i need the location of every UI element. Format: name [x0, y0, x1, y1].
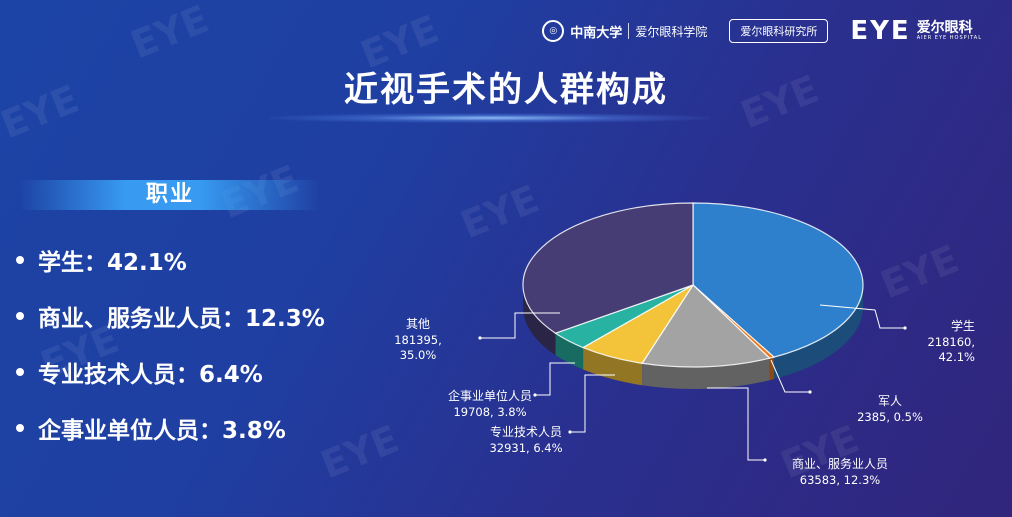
- brand-english-name: AIER EYE HOSPITAL: [916, 34, 982, 41]
- category-highlight-bar: [20, 180, 320, 210]
- watermark: EYE: [124, 0, 215, 68]
- leader-dot: [533, 393, 537, 397]
- leader-dot: [763, 458, 767, 462]
- bullet-list: 学生：42.1% 商业、服务业人员：12.3% 专业技术人员：6.4% 企事业单…: [16, 232, 325, 456]
- leader-dot: [903, 326, 907, 330]
- pie-side-企事业单位人员: [555, 333, 584, 370]
- bullet-text: 学生：42.1%: [38, 250, 187, 276]
- logo-divider: [628, 23, 630, 39]
- institute-badge: 爱尔眼科研究所: [729, 19, 829, 43]
- bullet-text: 企事业单位人员：3.8%: [38, 418, 286, 444]
- leader-dot: [568, 430, 572, 434]
- slice-label-name: 专业技术人员: [490, 424, 562, 439]
- leader-line: [770, 359, 810, 393]
- slice-label-value: 32931, 6.4%: [489, 441, 562, 455]
- slice-label-name: 商业、服务业人员: [792, 456, 888, 471]
- pie-slice-商业、服务业人员: [641, 284, 771, 368]
- leader-line: [570, 374, 615, 433]
- slice-label-value: 19708, 3.8%: [453, 405, 526, 419]
- leader-line: [535, 362, 575, 396]
- slice-label-name: 其他: [406, 317, 430, 331]
- slice-label-percent: 35.0%: [400, 348, 437, 362]
- slice-label-name: 军人: [878, 394, 902, 408]
- pie-labels: 学生 218160,42.1% 军人 2385, 0.5% 商业、服务业人员 63583,…: [394, 304, 975, 487]
- brand-chinese-name: 爱尔眼科: [916, 19, 973, 36]
- leader-line: [707, 387, 765, 461]
- pie-side-专业技术人员: [583, 347, 643, 386]
- slice-label-value: 218160,: [927, 335, 975, 349]
- pie-side-学生: [773, 285, 863, 380]
- bullet-dot-icon: [16, 312, 24, 320]
- slice-label-value: 2385, 0.5%: [857, 410, 923, 424]
- bullet-item: 学生：42.1%: [16, 232, 325, 288]
- pie-side-商业、服务业人员: [642, 358, 770, 389]
- university-school: 爱尔眼科学院: [635, 24, 708, 39]
- bullet-item: 商业、服务业人员：12.3%: [16, 288, 325, 344]
- pie-top-faces: [522, 202, 864, 368]
- university-name: 中南大学: [570, 25, 623, 41]
- header-logos: ◎ 中南大学 爱尔眼科学院 爱尔眼科研究所 EYE 爱尔眼科 AIER EYE …: [542, 14, 982, 48]
- university-seal-icon: ◎: [542, 20, 565, 42]
- leader-line: [480, 312, 560, 339]
- bullet-text: 商业、服务业人员：12.3%: [38, 306, 325, 332]
- pie-side-军人: [769, 357, 774, 381]
- pie-chart: 学生 218160,42.1% 军人 2385, 0.5% 商业、服务业人员 63583,…: [394, 202, 975, 487]
- bullet-text: 专业技术人员：6.4%: [38, 362, 263, 388]
- slice-label-percent: 42.1%: [938, 350, 975, 364]
- bullet-dot-icon: [16, 424, 24, 432]
- pie-slice-学生: [692, 202, 864, 358]
- eye-brand-mark: EYE: [850, 16, 911, 46]
- slice-label-value: 181395,: [394, 333, 442, 347]
- leader-dot: [478, 336, 482, 340]
- leader-line: [819, 304, 905, 329]
- bullet-dot-icon: [16, 256, 24, 264]
- aier-eye-logo: EYE 爱尔眼科 AIER EYE HOSPITAL: [850, 16, 982, 46]
- title-underline-glow: [270, 113, 710, 123]
- slice-label-value: 63583, 12.3%: [800, 473, 880, 487]
- bullet-dot-icon: [16, 368, 24, 376]
- bullet-item: 专业技术人员：6.4%: [16, 344, 325, 400]
- leader-dot: [808, 390, 812, 394]
- university-logo: ◎ 中南大学 爱尔眼科学院: [542, 20, 707, 42]
- slice-label-name: 学生: [951, 318, 975, 333]
- page-title: 近视手术的人群构成: [344, 70, 668, 110]
- category-label: 职业: [145, 182, 194, 207]
- slice-label-name: 企事业单位人员: [448, 388, 532, 403]
- bullet-item: 企事业单位人员：3.8%: [16, 400, 325, 456]
